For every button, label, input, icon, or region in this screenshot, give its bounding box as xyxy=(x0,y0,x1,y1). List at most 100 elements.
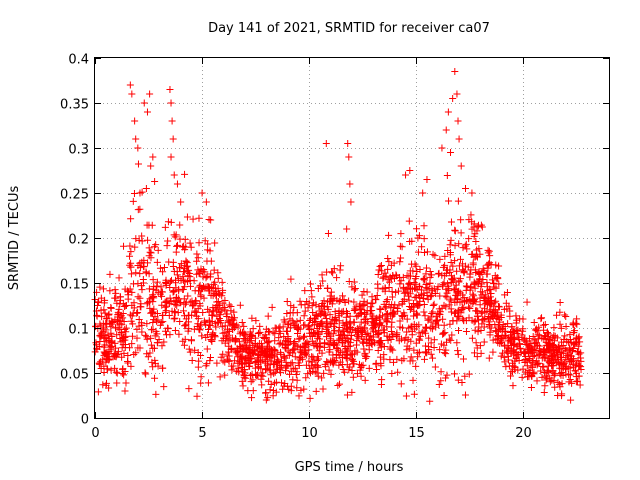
data-point xyxy=(466,305,474,313)
data-point xyxy=(420,235,428,243)
data-point xyxy=(345,153,353,161)
data-point xyxy=(115,305,123,313)
data-point xyxy=(197,379,205,387)
data-point xyxy=(503,348,511,356)
x-tick-label: 5 xyxy=(198,426,206,441)
data-point xyxy=(314,372,322,380)
data-point xyxy=(544,362,552,370)
data-point xyxy=(358,291,366,299)
data-point xyxy=(478,308,486,316)
data-point xyxy=(403,315,411,323)
data-point xyxy=(521,335,529,343)
data-point xyxy=(146,248,154,256)
data-point xyxy=(350,298,358,306)
data-point xyxy=(204,240,212,248)
data-point xyxy=(498,349,506,357)
data-point xyxy=(187,337,195,345)
data-point xyxy=(297,301,305,309)
data-point xyxy=(95,298,103,306)
data-point xyxy=(385,284,393,292)
data-point xyxy=(466,284,474,292)
data-point xyxy=(138,321,146,329)
data-point xyxy=(569,320,577,328)
data-point xyxy=(523,362,531,370)
data-point xyxy=(413,309,421,317)
data-point xyxy=(99,285,107,293)
data-point xyxy=(363,353,371,361)
data-point xyxy=(398,243,406,251)
data-point xyxy=(390,310,398,318)
data-point xyxy=(154,246,162,254)
data-point xyxy=(294,342,302,350)
data-point xyxy=(190,325,198,333)
data-point xyxy=(173,242,181,250)
data-point xyxy=(210,280,218,288)
data-point xyxy=(475,269,483,277)
data-point xyxy=(373,365,381,373)
data-point xyxy=(118,330,126,338)
data-point xyxy=(204,305,212,313)
data-point xyxy=(470,223,478,231)
data-point xyxy=(136,189,144,197)
data-point xyxy=(203,360,211,368)
data-point xyxy=(507,336,515,344)
data-point xyxy=(445,335,453,343)
data-point xyxy=(185,269,193,277)
data-point xyxy=(360,324,368,332)
data-point xyxy=(516,340,524,348)
data-point xyxy=(158,288,166,296)
data-point xyxy=(357,372,365,380)
data-point xyxy=(530,319,538,327)
data-point xyxy=(484,264,492,272)
data-point xyxy=(501,328,509,336)
data-point xyxy=(282,327,290,335)
data-point xyxy=(225,301,233,309)
data-point xyxy=(135,316,143,324)
data-point xyxy=(313,369,321,377)
data-point xyxy=(415,329,423,337)
data-point xyxy=(212,323,220,331)
data-point xyxy=(280,382,288,390)
data-point xyxy=(277,369,285,377)
data-point xyxy=(455,240,463,248)
data-point xyxy=(386,273,394,281)
y-tick-label: 0.15 xyxy=(60,278,89,293)
data-point xyxy=(538,373,546,381)
data-point xyxy=(490,283,498,291)
data-point xyxy=(133,309,141,317)
data-point xyxy=(441,292,449,300)
data-point xyxy=(348,388,356,396)
data-point xyxy=(413,311,421,319)
data-point xyxy=(413,268,421,276)
data-point xyxy=(287,338,295,346)
data-point xyxy=(450,286,458,294)
data-point xyxy=(563,337,571,345)
data-point xyxy=(197,291,205,299)
data-point xyxy=(259,372,267,380)
data-point xyxy=(281,354,289,362)
data-point xyxy=(476,301,484,309)
data-point xyxy=(275,327,283,335)
data-point xyxy=(150,305,158,313)
data-point xyxy=(552,359,560,367)
data-point xyxy=(361,351,369,359)
data-point xyxy=(486,331,494,339)
data-point xyxy=(402,392,410,400)
data-point xyxy=(480,304,488,312)
data-point xyxy=(268,303,276,311)
data-point xyxy=(319,385,327,393)
data-point xyxy=(422,284,430,292)
data-point xyxy=(322,325,330,333)
data-point xyxy=(403,328,411,336)
data-point xyxy=(244,352,252,360)
data-point xyxy=(96,320,104,328)
data-point xyxy=(302,361,310,369)
data-point xyxy=(142,268,150,276)
data-point xyxy=(207,216,215,224)
data-point xyxy=(162,278,170,286)
data-point xyxy=(470,297,478,305)
data-point xyxy=(195,214,203,222)
data-point xyxy=(428,309,436,317)
data-point xyxy=(441,252,449,260)
data-point xyxy=(553,311,561,319)
